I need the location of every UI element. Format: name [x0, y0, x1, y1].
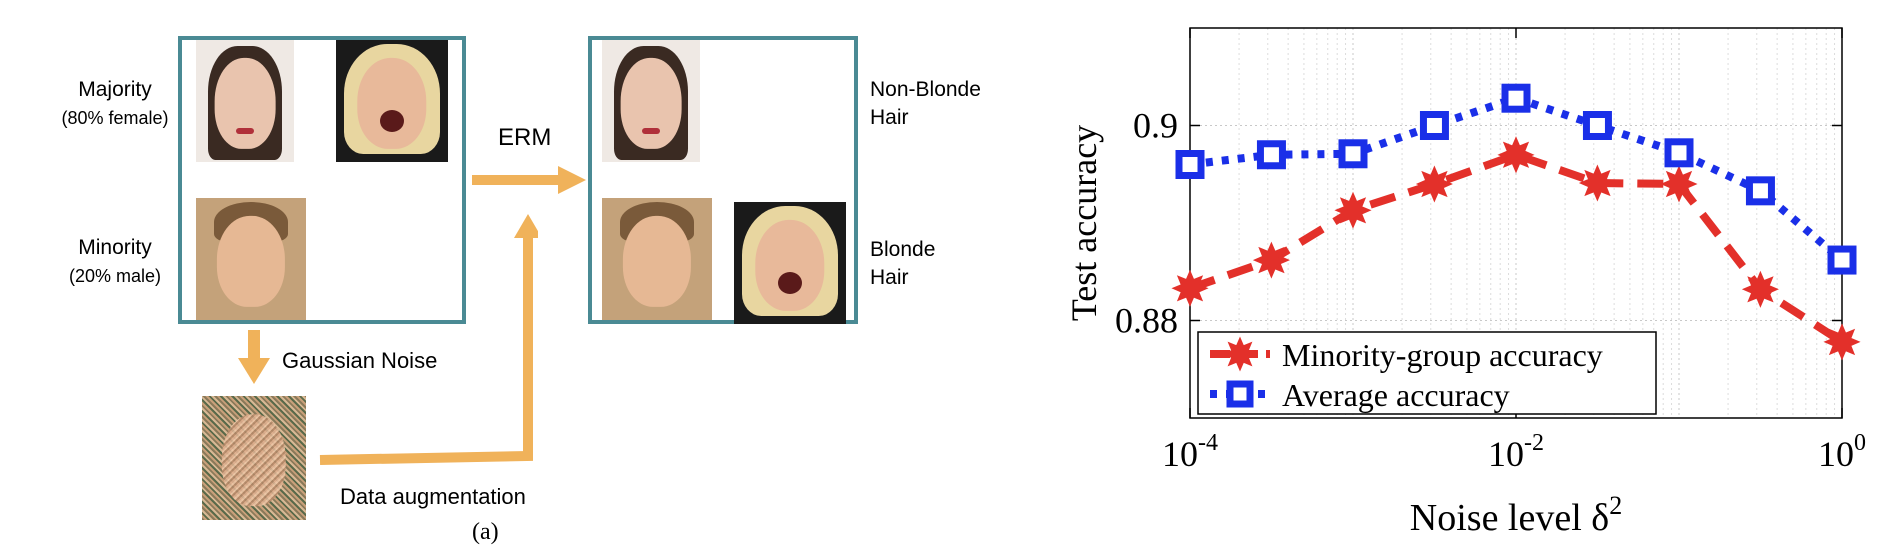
legend-entry: Minority-group accuracy [1210, 336, 1603, 373]
legend: Minority-group accuracy Average accuracy [1197, 331, 1657, 415]
data-point [1501, 83, 1531, 113]
non-blonde-label-line1: Non-Blonde [870, 78, 981, 101]
x-tick-label: 10-2 [1488, 430, 1544, 474]
grid [1189, 28, 1842, 418]
axis-ticks: 10-4 10-2 100 0.88 0.9 [1115, 28, 1866, 474]
erm-arrow [472, 166, 586, 194]
minority-male-photo [196, 198, 306, 320]
noisy-augmented-photo [202, 396, 306, 520]
legend-label: Average accuracy [1282, 377, 1510, 413]
data-point [1419, 111, 1449, 140]
series-minority [1171, 136, 1861, 361]
x-tick-label: 100 [1818, 430, 1866, 474]
y-tick-label: 0.9 [1133, 106, 1178, 146]
legend-entry: Average accuracy [1210, 377, 1510, 413]
majority-label: Majority [78, 78, 152, 101]
minority-sub-label: (20% male) [68, 266, 162, 286]
x-axis-label: Noise level δ2 [1410, 491, 1622, 539]
blonde-female-photo [336, 40, 448, 162]
legend-box [1197, 331, 1657, 415]
majority-female-photo [196, 40, 294, 162]
blonde-male-photo [602, 198, 712, 320]
data-point [1256, 140, 1286, 170]
gaussian-noise-arrow [238, 330, 270, 384]
data-point [1415, 165, 1453, 203]
data-point [1338, 139, 1368, 169]
legend-marker [1222, 336, 1258, 372]
y-tick-label: 0.88 [1115, 301, 1178, 341]
data-point [1660, 165, 1698, 203]
data-point [1497, 136, 1535, 174]
data-point [1745, 176, 1775, 206]
training-set-box [178, 36, 466, 324]
non-blonde-photo [602, 40, 700, 162]
data-point [1823, 323, 1861, 361]
data-point [1334, 191, 1372, 229]
gaussian-noise-label: Gaussian Noise [282, 348, 438, 373]
series-average [1175, 83, 1857, 275]
augmentation-arrow [319, 214, 538, 465]
majority-sub-label: (80% female) [61, 108, 169, 128]
minority-label: Minority [78, 236, 152, 259]
non-blonde-label-line2: Hair [870, 106, 909, 129]
blonde-label-line2: Hair [870, 266, 909, 289]
grouped-result-box [588, 36, 858, 324]
data-point [1578, 164, 1616, 202]
blonde-label-line1: Blonde [870, 238, 936, 261]
erm-label: ERM [498, 124, 552, 151]
y-axis-label: Test accuracy [1064, 125, 1104, 321]
data-point [1741, 270, 1779, 308]
blonde-female-photo-2 [734, 202, 846, 324]
series-line [1188, 150, 1845, 346]
data-point [1827, 245, 1857, 275]
data-point [1175, 150, 1205, 179]
legend-label: Minority-group accuracy [1282, 337, 1603, 373]
augmentation-label: Data augmentation [340, 484, 526, 509]
data-point [1582, 111, 1612, 140]
data-point [1171, 269, 1209, 307]
data-point [1664, 138, 1694, 168]
series [1171, 83, 1861, 361]
x-tick-label: 10-4 [1162, 430, 1218, 474]
legend-marker [1226, 380, 1254, 408]
data-point [1252, 241, 1290, 279]
